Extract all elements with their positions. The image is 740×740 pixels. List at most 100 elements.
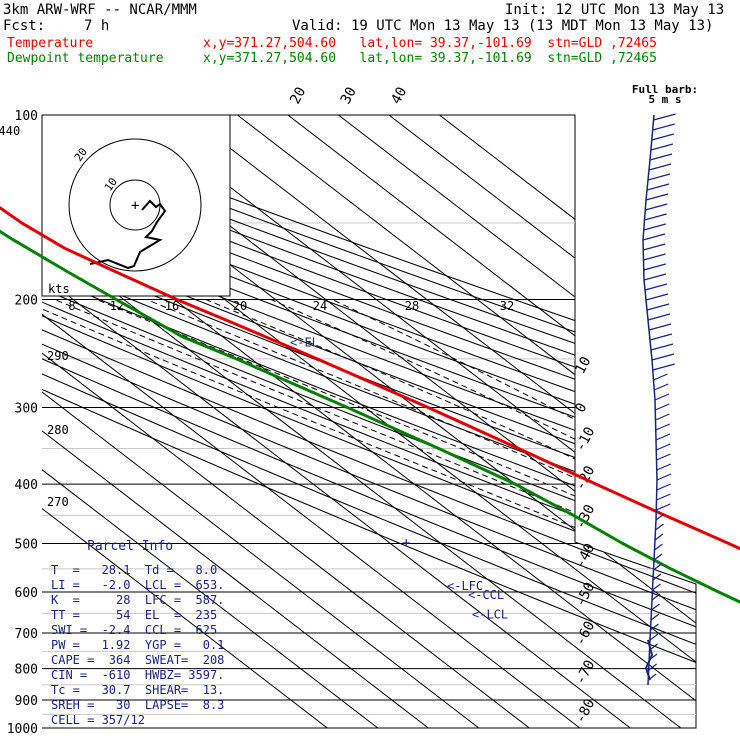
fcst-label: Fcst: bbox=[3, 18, 46, 34]
moist-adiabat-line bbox=[331, 299, 696, 728]
wind-barb bbox=[655, 403, 670, 411]
parcel-row: TT = 54 EL = 235 bbox=[51, 608, 218, 622]
wind-barb bbox=[654, 383, 669, 391]
wind-barb bbox=[643, 253, 666, 261]
theta-label-left: 290 bbox=[47, 349, 69, 363]
level-annotation: <-EL bbox=[290, 335, 319, 349]
theta-label-left: 280 bbox=[47, 423, 69, 437]
hodograph-axis-label: 32 bbox=[500, 299, 514, 313]
hodograph-axis-label: 24 bbox=[313, 299, 327, 313]
isotherm-tick-label: -10 bbox=[572, 424, 598, 454]
pressure-tick-label: 700 bbox=[15, 627, 38, 642]
parcel-row: CIN = -610 HWBZ= 3597. bbox=[51, 668, 225, 682]
temperature-location: x,y=371.27,504.60 lat,lon= 39.37,-101.69… bbox=[203, 36, 657, 51]
dry-adiabat-line bbox=[42, 115, 696, 728]
wind-barb bbox=[652, 583, 661, 591]
isotherm-line bbox=[42, 115, 530, 728]
theta-label-left: 270 bbox=[47, 495, 69, 509]
dry-adiabat-line bbox=[42, 115, 696, 728]
isotherm-line bbox=[42, 115, 379, 728]
pressure-tick-label: 100 bbox=[15, 109, 38, 124]
hodograph-axis-label: 16 bbox=[165, 299, 179, 313]
wind-barb bbox=[651, 603, 660, 611]
wind-barb bbox=[653, 553, 663, 561]
pressure-tick-label: 300 bbox=[15, 401, 38, 416]
parcel-row: LI = -2.0 LCL = 653. bbox=[51, 578, 225, 592]
parcel-row: CAPE = 364 SWEAT= 208 bbox=[51, 653, 225, 667]
pressure-tick-label: 800 bbox=[15, 663, 38, 678]
isotherm-line bbox=[42, 115, 631, 728]
init-time: Init: 12 UTC Mon 13 May 13 bbox=[505, 2, 725, 18]
wind-barb bbox=[648, 323, 672, 331]
wind-barb bbox=[645, 203, 668, 211]
wind-barb bbox=[645, 193, 669, 201]
valid-time: Valid: 19 UTC Mon 13 May 13 (13 MDT Mon … bbox=[292, 18, 714, 34]
isotherm-line bbox=[42, 115, 480, 728]
isotherm-tick-label: 20 bbox=[287, 84, 309, 106]
parcel-info-panel: Parcel Info T = 28.1 Td = 8.0 LI = -2.0 … bbox=[45, 537, 233, 727]
moist-adiabat-line bbox=[146, 299, 696, 728]
wind-barb bbox=[656, 473, 672, 481]
hodograph-origin: + bbox=[131, 198, 139, 214]
wind-barb bbox=[649, 633, 659, 641]
dry-adiabat-line bbox=[42, 115, 696, 728]
dry-adiabat-line bbox=[42, 115, 696, 728]
isotherm-line bbox=[439, 115, 696, 728]
wind-barb bbox=[652, 573, 662, 581]
wind-barb bbox=[652, 123, 675, 131]
isotherm-tick-label: 10 bbox=[572, 354, 594, 376]
moist-adiabat-line bbox=[270, 299, 696, 728]
parcel-info-title: Parcel Info bbox=[87, 539, 174, 554]
dewpoint-legend: Dewpoint temperature bbox=[7, 51, 164, 66]
dry-adiabat-line bbox=[42, 115, 696, 728]
isotherm-tick-label: -40 bbox=[572, 541, 598, 571]
wind-barb bbox=[649, 153, 673, 161]
dry-adiabat-line bbox=[42, 115, 696, 728]
dewpoint-location: x,y=371.27,504.60 lat,lon= 39.37,-101.69… bbox=[203, 51, 657, 66]
isotherm-line bbox=[42, 115, 328, 728]
wind-units: 5 m s bbox=[648, 93, 681, 106]
wind-barb bbox=[643, 223, 666, 231]
wind-barb bbox=[654, 533, 664, 541]
wind-barb bbox=[651, 353, 675, 361]
model-title: 3km ARW-WRF -- NCAR/MMM bbox=[3, 2, 197, 18]
wind-barb bbox=[655, 513, 665, 521]
parcel-row: K = 28 LFC = 587. bbox=[51, 593, 225, 607]
temperature-profile bbox=[0, 206, 740, 551]
wind-barb bbox=[653, 563, 662, 571]
parcel-row: T = 28.1 Td = 8.0 bbox=[51, 563, 218, 577]
dry-adiabat-line bbox=[42, 115, 696, 728]
wind-barb bbox=[654, 543, 663, 551]
dry-adiabat-line bbox=[42, 115, 696, 728]
hodograph-axis-label: 20 bbox=[233, 299, 247, 313]
wind-barb bbox=[653, 113, 676, 121]
wind-barb bbox=[651, 133, 674, 141]
wind-barb bbox=[650, 143, 674, 151]
parcel-row: Tc = 30.7 SHEAR= 13. bbox=[51, 683, 225, 697]
wind-barb bbox=[645, 293, 669, 301]
dry-adiabat-line bbox=[42, 115, 696, 728]
hodograph-axis-label: 8 bbox=[68, 299, 75, 313]
isotherm-line bbox=[136, 115, 696, 728]
dry-adiabat-line bbox=[42, 115, 696, 728]
wind-barb bbox=[644, 283, 668, 291]
wind-barbs: Full barb:5 m s bbox=[632, 83, 698, 686]
sounding-profiles bbox=[0, 206, 740, 604]
fcst-value: 7 h bbox=[84, 18, 110, 34]
parcel-row: SREH = 30 LAPSE= 8.3 bbox=[51, 698, 225, 712]
pressure-tick-label: 1000 bbox=[7, 722, 38, 737]
wind-barb bbox=[655, 523, 664, 531]
wind-barb bbox=[648, 163, 672, 171]
wind-barb bbox=[647, 313, 671, 321]
wind-barb bbox=[655, 423, 670, 431]
wind-barb bbox=[643, 243, 666, 251]
wind-barb bbox=[656, 453, 671, 461]
wind-barb bbox=[650, 613, 660, 621]
pressure-tick-label: 500 bbox=[15, 537, 38, 552]
wind-barb bbox=[648, 663, 658, 671]
hodograph-ring-label: 10 bbox=[102, 175, 120, 193]
dry-adiabat-line bbox=[42, 115, 696, 728]
pressure-tick-label: 400 bbox=[15, 478, 38, 493]
dry-adiabat-line bbox=[42, 115, 696, 728]
isotherm-line bbox=[42, 115, 429, 728]
